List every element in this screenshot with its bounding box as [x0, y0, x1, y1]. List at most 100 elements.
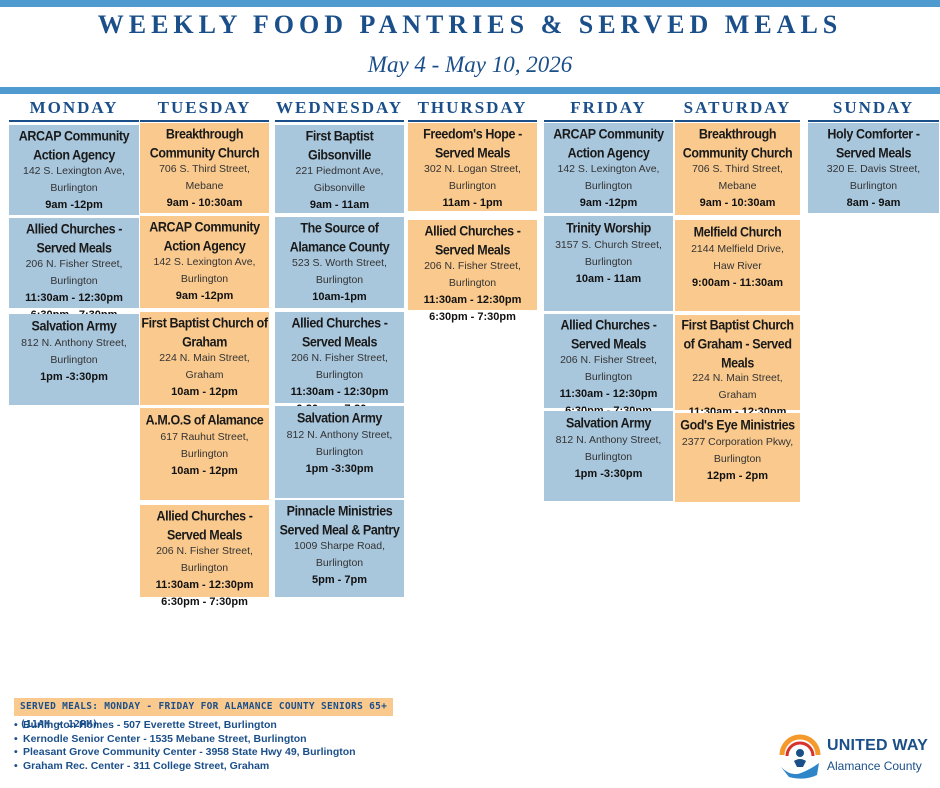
pantry-hours: 6:30pm - 7:30pm	[161, 596, 248, 608]
pantry-address: 142 S. Lexington Ave,	[153, 256, 256, 268]
day-column: TUESDAY Breakthrough Community Church 706 …	[140, 98, 269, 608]
pantry-hours: 8am - 9am	[846, 197, 901, 209]
pantry-address: Burlington	[315, 274, 364, 286]
pantry-name: Salvation Army	[297, 410, 382, 426]
pantry-card: Breakthrough Community Church 706 S. Thir…	[140, 123, 269, 213]
pantry-hours: 5pm - 7pm	[311, 574, 367, 586]
pantry-address: 224 N. Main Street,	[692, 372, 783, 384]
pantry-address: Burlington	[448, 180, 497, 192]
pantry-hours: 10am - 12pm	[171, 386, 238, 398]
pantry-name: ARCAP Community Action Agency	[149, 219, 260, 254]
pantry-name: Melfield Church	[693, 224, 782, 240]
pantry-name: ARCAP Community Action Agency	[18, 128, 130, 163]
pantry-address: Burlington	[849, 180, 898, 192]
pantry-address: 142 S. Lexington Ave,	[557, 163, 660, 175]
pantry-address: 812 N. Anthony Street,	[555, 434, 662, 446]
pantry-name: A.M.O.S of Alamance	[145, 412, 264, 428]
pantry-address: Burlington	[315, 369, 364, 381]
pantry-card: ARCAP Community Action Agency 142 S. Lexi…	[544, 123, 673, 213]
pantry-card: Holy Comforter - Served Meals 320 E. Davi…	[808, 123, 939, 213]
pantry-address: 3157 S. Church Street,	[555, 239, 662, 251]
served-meals-list: • Burlington Homes - 507 Everette Street,…	[14, 719, 356, 773]
pantry-address: Graham	[718, 389, 757, 401]
pantry-hours: 1pm -3:30pm	[305, 463, 374, 475]
bullet-icon: •	[14, 759, 18, 772]
pantry-name: ARCAP Community Action Agency	[553, 126, 664, 161]
pantry-card: God's Eye Ministries 2377 Corporation Pkw…	[675, 413, 800, 502]
pantry-name: Breakthrough Community Church	[149, 126, 260, 161]
pantry-hours: 6:30pm - 7:30pm	[429, 311, 516, 323]
pantry-address: Burlington	[584, 371, 633, 383]
pantry-name: Salvation Army	[566, 415, 651, 431]
pantry-card: Salvation Army 812 N. Anthony Street, Burl…	[9, 314, 139, 405]
pantry-address: Haw River	[713, 260, 762, 272]
pantry-address: Burlington	[584, 256, 633, 268]
pantry-name: Allied Churches - Served Meals	[424, 223, 521, 258]
pantry-hours: 1pm -3:30pm	[574, 468, 643, 480]
pantry-card: ARCAP Community Action Agency 142 S. Lexi…	[140, 216, 269, 308]
day-heading: WEDNESDAY	[275, 98, 404, 122]
pantry-name: First Baptist Church of Graham - Served …	[681, 317, 794, 371]
bullet-icon: •	[14, 732, 18, 745]
pantry-name: Allied Churches - Served Meals	[26, 221, 122, 256]
pantry-address: 523 S. Worth Street,	[292, 257, 387, 269]
pantry-address: 320 E. Davis Street,	[826, 163, 921, 175]
day-heading: SATURDAY	[675, 98, 800, 122]
pantry-address: 206 N. Fisher Street,	[25, 258, 123, 270]
pantry-card: Allied Churches - Served Meals 206 N. Fis…	[140, 505, 269, 608]
day-heading: THURSDAY	[408, 98, 537, 122]
pantry-hours: 11am - 1pm	[442, 197, 503, 209]
pantry-card: Allied Churches - Served Meals 206 N. Fis…	[9, 218, 139, 321]
pantry-name: First Baptist Church of Graham	[141, 315, 268, 350]
pantry-card: Salvation Army 812 N. Anthony Street, Burl…	[275, 406, 404, 498]
pantry-hours: 9am - 11am	[309, 199, 370, 211]
day-column: MONDAY ARCAP Community Action Agency 142 S…	[9, 98, 139, 405]
pantry-address: Graham	[185, 369, 224, 381]
served-meals-location: • Burlington Homes - 507 Everette Street,…	[14, 719, 277, 731]
pantry-name: Pinnacle Ministries Served Meal & Pantry	[279, 503, 400, 538]
pantry-name: Allied Churches - Served Meals	[156, 508, 253, 543]
page-title: WEEKLY FOOD PANTRIES & SERVED MEALS	[97, 10, 843, 39]
pantry-address: Mebane	[718, 180, 757, 192]
brand-county: Alamance County	[827, 759, 922, 773]
pantry-card: Allied Churches - Served Meals 206 N. Fis…	[408, 220, 537, 323]
pantry-address: 706 S. Third Street,	[692, 163, 783, 175]
pantry-card: The Source of Alamance County 523 S. Wort…	[275, 217, 404, 308]
day-column: WEDNESDAY First Baptist Gibsonville 221 Pi…	[275, 98, 404, 597]
pantry-address: 2377 Corporation Pkwy,	[681, 436, 794, 448]
pantry-address: 224 N. Main Street,	[159, 352, 250, 364]
pantry-address: 2144 Melfield Drive,	[691, 243, 784, 255]
pantry-card: ARCAP Community Action Agency 142 S. Lexi…	[9, 125, 139, 215]
pantry-card: A.M.O.S of Alamance 617 Rauhut Street, Bur…	[140, 408, 269, 500]
day-column: FRIDAY ARCAP Community Action Agency 142 S…	[544, 98, 673, 501]
pantry-hours: 9am -12pm	[175, 290, 234, 302]
pantry-card: First Baptist Gibsonville 221 Piedmont Av…	[275, 125, 404, 213]
pantry-address: Burlington	[584, 451, 633, 463]
bullet-icon: •	[14, 746, 18, 758]
pantry-address: 617 Rauhut Street,	[160, 431, 249, 443]
day-column: SUNDAY Holy Comforter - Served Meals 320 E…	[808, 98, 939, 213]
pantry-hours: 9am - 10:30am	[166, 197, 243, 209]
pantry-address: 302 N. Logan Street,	[424, 163, 521, 175]
pantry-address: Burlington	[180, 273, 229, 285]
pantry-address: 706 S. Third Street,	[159, 163, 250, 175]
pantry-address: Burlington	[180, 562, 229, 574]
pantry-address: 812 N. Anthony Street,	[286, 429, 393, 441]
header-divider-bar	[0, 87, 940, 94]
pantry-card: Melfield Church 2144 Melfield Drive, Haw R…	[675, 220, 800, 311]
pantry-hours: 9am -12pm	[45, 199, 103, 211]
pantry-hours: 1pm -3:30pm	[40, 371, 108, 383]
pantry-address: 206 N. Fisher Street,	[424, 260, 521, 272]
pantry-name: First Baptist Gibsonville	[305, 128, 374, 163]
united-way-logo: UNITED WAY Alamance County	[777, 733, 937, 783]
pantry-address: Gibsonville	[313, 182, 366, 194]
served-meals-heading: SERVED MEALS: MONDAY - FRIDAY FOR ALAMAN…	[14, 698, 393, 730]
pantry-address: 221 Piedmont Ave,	[295, 165, 384, 177]
pantry-card: Allied Churches - Served Meals 206 N. Fis…	[275, 312, 404, 415]
pantry-hours: 10am - 12pm	[171, 465, 238, 477]
pantry-hours: 10am - 11am	[575, 273, 642, 285]
pantry-hours: 11:30am - 12:30pm	[155, 579, 254, 591]
united-way-hand-icon	[779, 734, 821, 779]
top-accent-bar	[0, 0, 940, 7]
pantry-address: Burlington	[448, 277, 497, 289]
